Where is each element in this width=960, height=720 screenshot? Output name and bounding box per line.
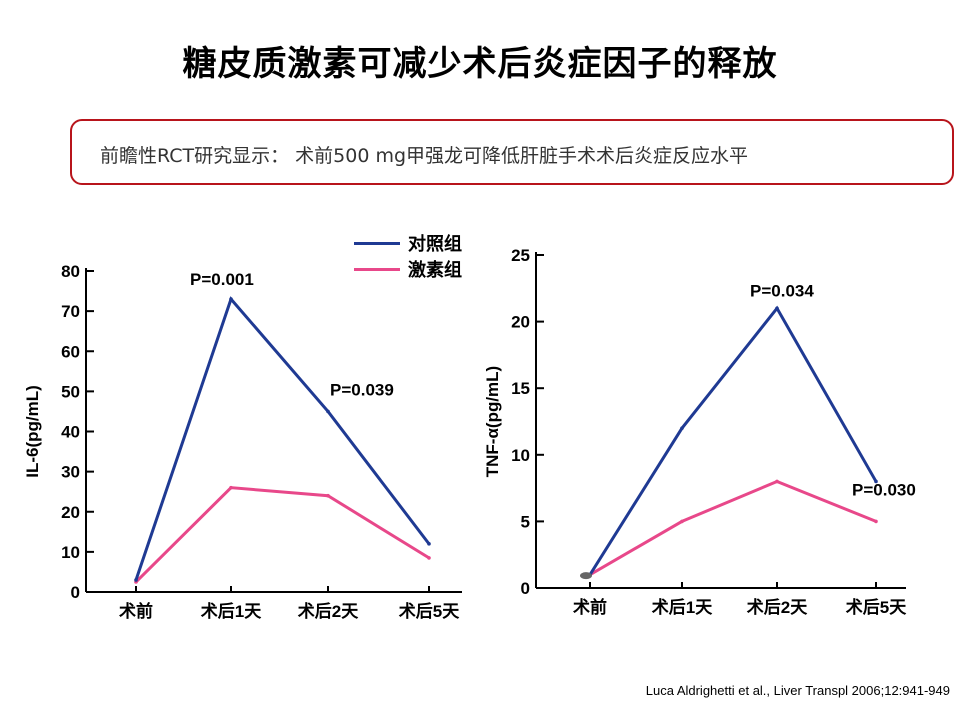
y-tick-label: 60	[61, 342, 80, 361]
y-tick-label: 25	[511, 246, 530, 265]
x-tick-label: 术前	[119, 601, 153, 621]
x-tick-label: 术后2天	[298, 601, 359, 621]
p-value-annotation: P=0.030	[852, 480, 916, 499]
y-tick-label: 30	[61, 463, 80, 482]
y-axis-label: IL-6(pg/mL)	[23, 385, 42, 478]
legend-item-control: 对照组	[354, 230, 462, 256]
chart-legend: 对照组 激素组	[354, 230, 462, 282]
slide-title: 糖皮质激素可减少术后炎症因子的释放	[182, 44, 778, 84]
data-point-steroid	[229, 485, 233, 490]
y-tick-label: 50	[61, 382, 80, 401]
y-tick-label: 80	[61, 262, 80, 281]
p-value-annotation: P=0.034	[750, 281, 814, 300]
data-point-control	[680, 426, 684, 430]
data-point-steroid	[775, 479, 779, 484]
data-point-control	[134, 578, 138, 582]
study-callout-box: 前瞻性RCT研究显示： 术前500 mg甲强龙可降低肝脏手术术后炎症反应水平	[70, 119, 954, 185]
y-tick-label: 15	[511, 379, 530, 398]
data-point-control	[775, 306, 779, 311]
legend-swatch-control	[354, 241, 400, 245]
y-axis-label: TNF-α(pg/mL)	[483, 366, 502, 477]
series-line-steroid	[589, 479, 877, 576]
p-value-annotation: P=0.039	[330, 380, 394, 399]
data-point-control	[427, 542, 431, 546]
data-point-steroid	[680, 519, 684, 524]
y-tick-label: 10	[61, 543, 80, 562]
legend-label-steroid: 激素组	[408, 260, 462, 281]
data-point-control	[874, 479, 878, 484]
x-tick-label: 术后1天	[201, 601, 262, 621]
y-tick-label: 20	[61, 503, 80, 522]
series-line-control	[134, 296, 431, 581]
y-tick-label: 0	[521, 579, 530, 598]
x-tick-label: 术后1天	[652, 597, 713, 617]
y-tick-label: 20	[511, 313, 530, 332]
p-value-annotation: P=0.001	[190, 270, 254, 289]
data-point-control	[326, 409, 330, 414]
x-tick-label: 术后5天	[399, 601, 460, 621]
citation: Luca Aldrighetti et al., Liver Transpl 2…	[645, 683, 950, 698]
y-tick-label: 70	[61, 302, 80, 321]
y-tick-label: 5	[521, 512, 530, 531]
legend-item-steroid: 激素组	[354, 256, 462, 282]
data-point-steroid	[874, 519, 878, 524]
data-point-control	[229, 297, 233, 301]
y-tick-label: 10	[511, 446, 530, 465]
x-tick-label: 术前	[573, 597, 607, 617]
x-tick-label: 术后5天	[846, 597, 907, 617]
legend-swatch-steroid	[354, 267, 400, 271]
baseline-marker	[580, 572, 592, 580]
series-line-steroid	[134, 486, 430, 584]
series-line-control	[588, 305, 878, 576]
data-point-steroid	[326, 493, 330, 498]
data-point-steroid	[427, 556, 431, 560]
x-tick-label: 术后2天	[747, 597, 808, 617]
y-tick-label: 40	[61, 423, 80, 442]
study-callout-text: 前瞻性RCT研究显示： 术前500 mg甲强龙可降低肝脏手术术后炎症反应水平	[100, 145, 749, 167]
y-tick-label: 0	[71, 583, 80, 602]
legend-label-control: 对照组	[408, 234, 462, 255]
